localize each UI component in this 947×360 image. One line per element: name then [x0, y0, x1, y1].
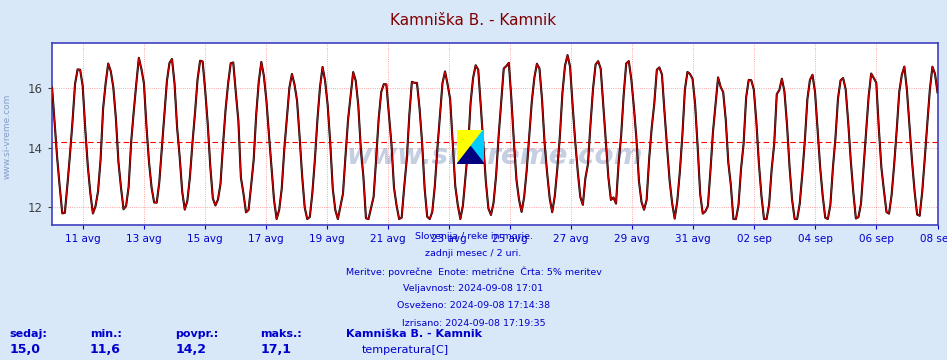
Text: sedaj:: sedaj:	[9, 329, 47, 339]
Text: Veljavnost: 2024-09-08 17:01: Veljavnost: 2024-09-08 17:01	[403, 284, 544, 293]
Text: Slovenija / reke in morje.: Slovenija / reke in morje.	[415, 232, 532, 241]
Text: Osveženo: 2024-09-08 17:14:38: Osveženo: 2024-09-08 17:14:38	[397, 301, 550, 310]
Text: www.si-vreme.com: www.si-vreme.com	[2, 94, 11, 180]
Polygon shape	[471, 130, 484, 164]
Text: zadnji mesec / 2 uri.: zadnji mesec / 2 uri.	[425, 249, 522, 258]
Text: temperatura[C]: temperatura[C]	[362, 345, 449, 355]
Text: maks.:: maks.:	[260, 329, 302, 339]
Text: Kamniška B. - Kamnik: Kamniška B. - Kamnik	[346, 329, 482, 339]
Text: 14,2: 14,2	[175, 343, 206, 356]
Text: Izrisano: 2024-09-08 17:19:35: Izrisano: 2024-09-08 17:19:35	[402, 319, 545, 328]
Text: 17,1: 17,1	[260, 343, 292, 356]
Polygon shape	[457, 147, 484, 164]
Text: povpr.:: povpr.:	[175, 329, 219, 339]
Text: Kamniška B. - Kamnik: Kamniška B. - Kamnik	[390, 13, 557, 28]
Text: 11,6: 11,6	[90, 343, 121, 356]
Text: 15,0: 15,0	[9, 343, 41, 356]
Polygon shape	[457, 130, 484, 164]
Text: min.:: min.:	[90, 329, 122, 339]
Text: Meritve: povrečne  Enote: metrične  Črta: 5% meritev: Meritve: povrečne Enote: metrične Črta: …	[346, 267, 601, 277]
Text: www.si-vreme.com: www.si-vreme.com	[347, 142, 643, 170]
